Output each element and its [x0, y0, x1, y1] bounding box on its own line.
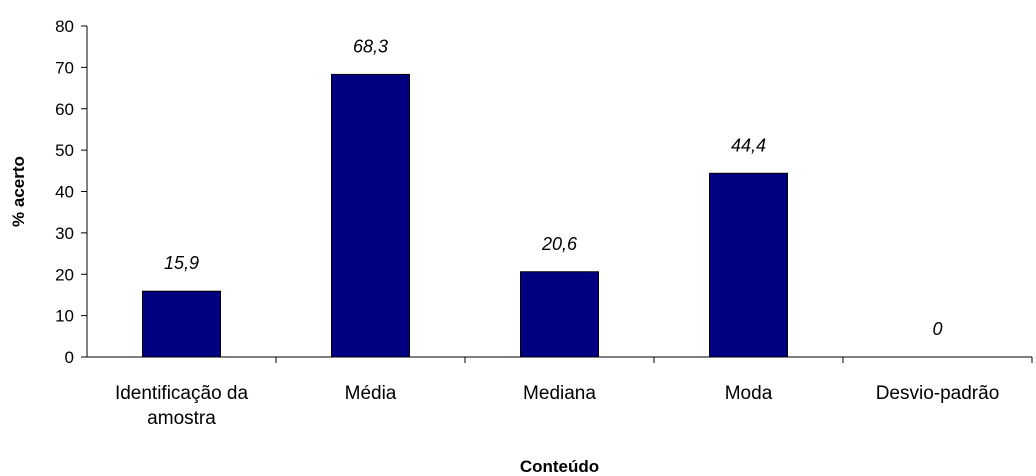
- y-tick-label: 40: [55, 183, 74, 202]
- y-tick-label: 70: [55, 58, 74, 77]
- x-axis-ticks: [275, 357, 1033, 363]
- data-label: 68,3: [353, 36, 388, 56]
- category-label: Moda: [725, 383, 773, 404]
- bar: [142, 290, 221, 358]
- bar: [709, 172, 788, 358]
- data-label: 0: [932, 319, 942, 339]
- y-tick-label: 60: [55, 100, 74, 119]
- y-tick-label: 50: [55, 141, 74, 160]
- y-tick-label: 0: [65, 348, 74, 367]
- category-label: Desvio-padrão: [876, 383, 1000, 404]
- y-axis-ticks: 0 10 20 30 40 50 60 70 80: [55, 17, 87, 367]
- bar: [331, 73, 410, 358]
- y-axis-title: % acerto: [9, 156, 28, 227]
- y-tick-label: 80: [55, 17, 74, 36]
- y-tick-label: 30: [55, 224, 74, 243]
- category-label: Média: [345, 383, 397, 404]
- category-label: Mediana: [523, 383, 596, 404]
- x-axis-title: Conteúdo: [520, 457, 599, 476]
- data-labels: 15,9 68,3 20,6 44,4 0: [164, 36, 943, 339]
- data-label: 20,6: [541, 234, 578, 254]
- category-labels: Identificação da amostra Média Mediana Moda D…: [115, 383, 999, 429]
- bar: [520, 271, 599, 358]
- y-tick-label: 10: [55, 307, 74, 326]
- data-label: 44,4: [731, 135, 766, 155]
- y-tick-label: 20: [55, 265, 74, 284]
- bars: [142, 73, 788, 358]
- data-label: 15,9: [164, 253, 199, 273]
- category-label: Identificação da amostra: [115, 383, 249, 429]
